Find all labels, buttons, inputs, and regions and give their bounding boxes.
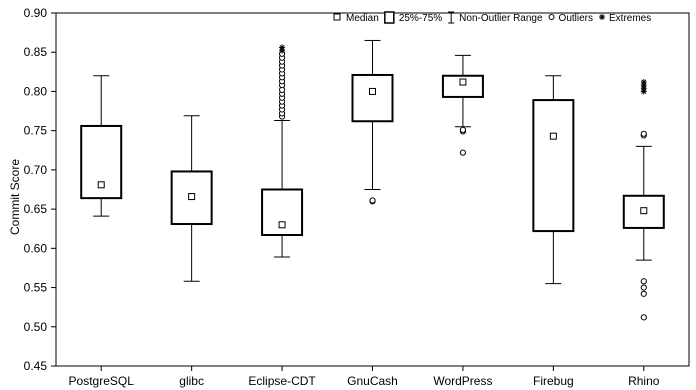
legend-outlier-symbol <box>548 14 555 20</box>
median-marker <box>97 181 105 189</box>
median-marker <box>459 78 467 86</box>
iqr-box <box>622 194 665 229</box>
outlier-point <box>369 197 376 204</box>
legend-label: Outliers <box>559 13 593 24</box>
box-group <box>622 79 665 321</box>
extreme-stroke <box>279 44 285 51</box>
outlier-point <box>640 290 647 297</box>
outlier-point <box>640 278 647 285</box>
extreme-point <box>279 44 286 51</box>
y-tick-label: 0.90 <box>24 6 48 20</box>
median-marker <box>278 221 286 229</box>
iqr-box <box>441 74 484 98</box>
y-tick-label: 0.85 <box>24 45 48 59</box>
legend-item: Extremes <box>599 13 651 24</box>
x-tick-label: PostgreSQL <box>69 374 135 388</box>
outlier-point <box>640 284 647 291</box>
y-tick-label: 0.45 <box>24 359 48 373</box>
y-axis: 0.45 0.50 0.55 0.60 0.65 0.70 0.75 0.80 0.85 0.90 <box>24 6 56 373</box>
legend-item: Non-Outlier Range <box>448 11 543 24</box>
x-axis: PostgreSQL glibc Eclipse-CDT GnuCash WordPre… <box>69 366 660 388</box>
legend: Median 25%-75% Non-Outlier Range Outliers Ex… <box>333 11 651 24</box>
extreme-stroke <box>641 88 647 94</box>
iqr-box <box>351 73 394 123</box>
y-tick-label: 0.70 <box>24 163 48 177</box>
legend-label: 25%-75% <box>399 13 442 24</box>
x-tick-label: GnuCash <box>347 374 398 388</box>
x-tick-label: glibc <box>179 374 204 388</box>
x-tick-label: Firebug <box>533 374 574 388</box>
x-tick-label: WordPress <box>433 374 492 388</box>
legend-median-symbol <box>333 13 341 21</box>
x-tick-label: Rhino <box>628 374 660 388</box>
box-group <box>351 39 394 205</box>
boxes <box>80 39 665 321</box>
box-group <box>80 75 123 217</box>
legend-box-symbol <box>384 11 395 24</box>
iqr-box <box>532 99 575 233</box>
legend-extreme-symbol <box>599 14 605 20</box>
outlier-point <box>459 126 467 133</box>
outlier-point <box>459 149 467 156</box>
box-group <box>441 54 484 156</box>
x-tick-label: Eclipse-CDT <box>248 374 316 388</box>
median-marker <box>549 132 557 140</box>
outlier-point <box>640 130 647 137</box>
y-axis-label: Commit Score <box>8 159 22 235</box>
box-group <box>261 44 304 258</box>
legend-item: 25%-75% <box>384 11 442 24</box>
y-tick-label: 0.65 <box>24 202 48 216</box>
y-tick-label: 0.55 <box>24 281 48 295</box>
median-marker <box>640 207 648 215</box>
extreme-point <box>640 88 647 95</box>
box-group <box>170 115 213 282</box>
legend-item: Median <box>333 13 379 24</box>
legend-label: Extremes <box>609 13 651 24</box>
median-marker <box>188 193 196 201</box>
outlier-point <box>640 314 647 321</box>
legend-item: Outliers <box>548 13 593 24</box>
y-tick-label: 0.80 <box>24 84 48 98</box>
legend-label: Median <box>346 13 379 24</box>
y-tick-label: 0.60 <box>24 241 48 255</box>
median-marker <box>369 87 376 95</box>
y-tick-label: 0.75 <box>24 124 48 138</box>
box-group <box>532 75 575 285</box>
y-tick-label: 0.50 <box>24 320 48 334</box>
legend-label: Non-Outlier Range <box>459 13 543 24</box>
